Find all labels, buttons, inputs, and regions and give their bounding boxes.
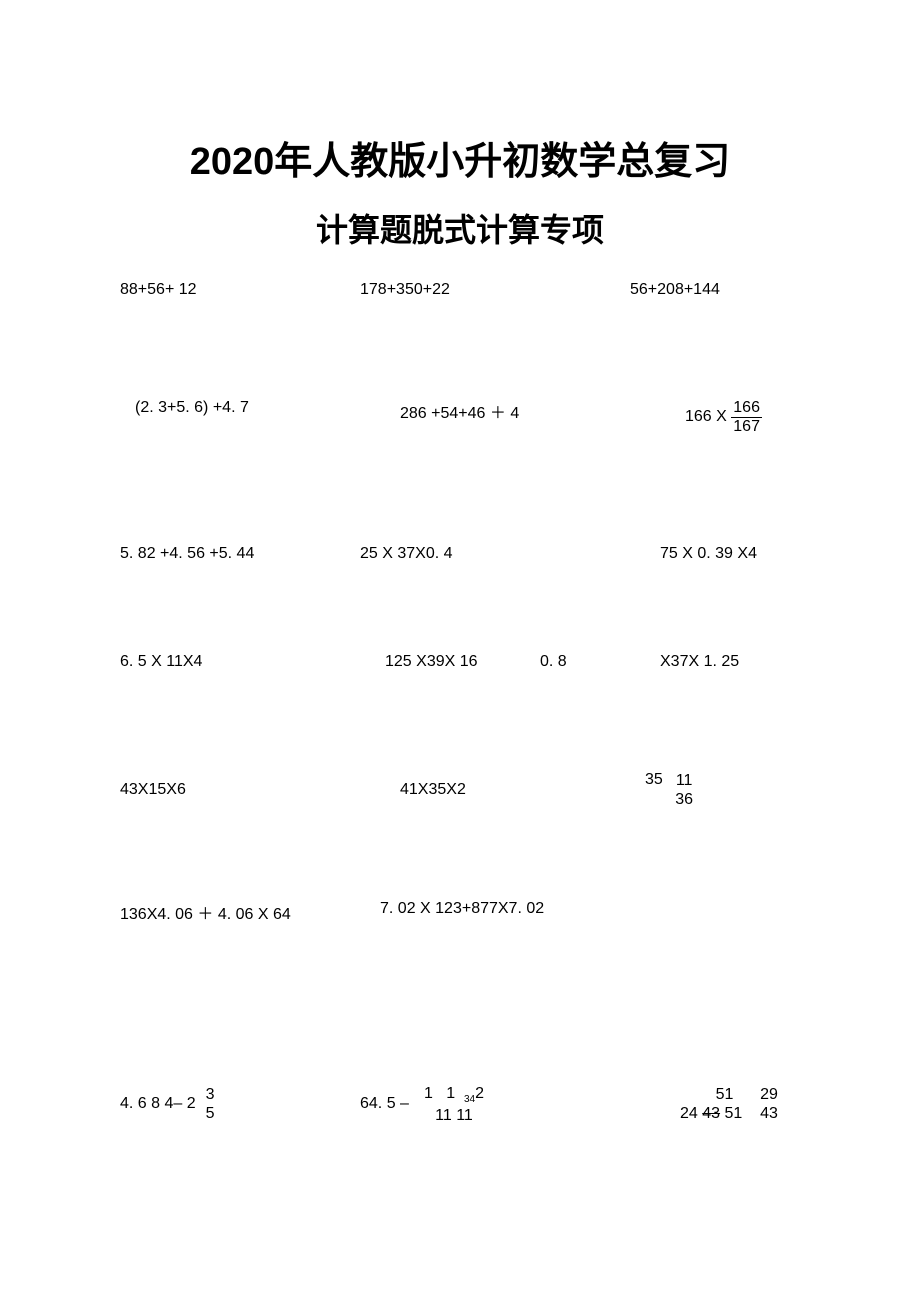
problem-row: 88+56+ 12 178+350+22 56+208+144: [120, 281, 855, 299]
problem-row: (2. 3+5. 6) +4. 7 286 +54+46 ＋ 4 166 X 1…: [120, 399, 855, 435]
stack-bottom: 24 43 51 43: [680, 1104, 778, 1123]
problem-cell: 6. 5 X 11X4: [120, 653, 360, 671]
stack-top: 3: [206, 1085, 215, 1104]
stacked-text: 1 1 342 11 11: [424, 1084, 484, 1125]
stack-bottom: 5: [206, 1104, 215, 1123]
fraction: 166 167: [731, 399, 762, 435]
problem-cell: 178+350+22: [360, 281, 630, 299]
problem-cell: 125 X39X 16: [360, 653, 540, 671]
problem-text: 35: [645, 771, 663, 789]
problem-row: 5. 82 +4. 56 +5. 44 25 X 37X0. 4 75 X 0.…: [120, 545, 855, 563]
sub-title: 计算题脱式计算专项: [0, 205, 920, 251]
problem-cell: 88+56+ 12: [120, 281, 360, 299]
problem-text: 4. 6 8 4– 2: [120, 1095, 196, 1113]
problem-cell: 4. 6 8 4– 2 3 5: [120, 1085, 360, 1123]
problem-cell: 286 +54+46 ＋ 4: [360, 399, 630, 423]
stack-bottom: 11 11: [424, 1106, 484, 1125]
problem-cell: 64. 5 – 1 1 342 11 11: [360, 1084, 630, 1125]
problem-cell: 41X35X2: [360, 781, 630, 799]
fraction-denominator: 167: [731, 418, 762, 436]
problem-cell: 56+208+144: [630, 281, 855, 299]
problem-cell: 75 X 0. 39 X4: [630, 545, 855, 563]
problem-cell: 35 11 36: [630, 771, 855, 809]
problem-cell: 0. 8: [540, 653, 640, 671]
problem-row: 4. 6 8 4– 2 3 5 64. 5 – 1 1 342 11 11 51…: [120, 1084, 855, 1125]
problem-row: 43X15X6 41X35X2 35 11 36: [120, 771, 855, 809]
problem-text: 64. 5 –: [360, 1095, 409, 1113]
main-title: 2020年人教版小升初数学总复习: [0, 130, 920, 185]
problem-cell: X37X 1. 25: [640, 653, 855, 671]
problem-cell: 166 X 166 167: [630, 399, 855, 435]
problem-text: 166 X: [685, 408, 727, 426]
fraction-numerator: 166: [731, 399, 762, 418]
problems-content: 88+56+ 12 178+350+22 56+208+144 (2. 3+5.…: [0, 281, 920, 1125]
problem-cell: 5. 82 +4. 56 +5. 44: [120, 545, 360, 563]
stack-top: 1 1 342: [424, 1084, 484, 1106]
problem-cell: 51 29 24 43 51 43: [630, 1085, 855, 1123]
problem-cell: 7. 02 X 123+877X7. 02: [380, 900, 650, 918]
problem-cell: 136X4. 06 ＋ 4. 06 X 64: [120, 900, 380, 924]
stack-top: 51 29: [680, 1085, 778, 1104]
problem-row: 136X4. 06 ＋ 4. 06 X 64 7. 02 X 123+877X7…: [120, 900, 855, 924]
stacked-text: 11 36: [675, 771, 693, 809]
stacked-text: 51 29 24 43 51 43: [680, 1085, 778, 1123]
problem-row: 6. 5 X 11X4 125 X39X 16 0. 8 X37X 1. 25: [120, 653, 855, 671]
stacked-text: 3 5: [206, 1085, 215, 1123]
stack-bottom: 36: [675, 790, 693, 809]
stack-top: 11: [675, 771, 693, 790]
problem-cell: 43X15X6: [120, 781, 360, 799]
problem-cell: 25 X 37X0. 4: [360, 545, 630, 563]
problem-cell: (2. 3+5. 6) +4. 7: [120, 399, 360, 417]
